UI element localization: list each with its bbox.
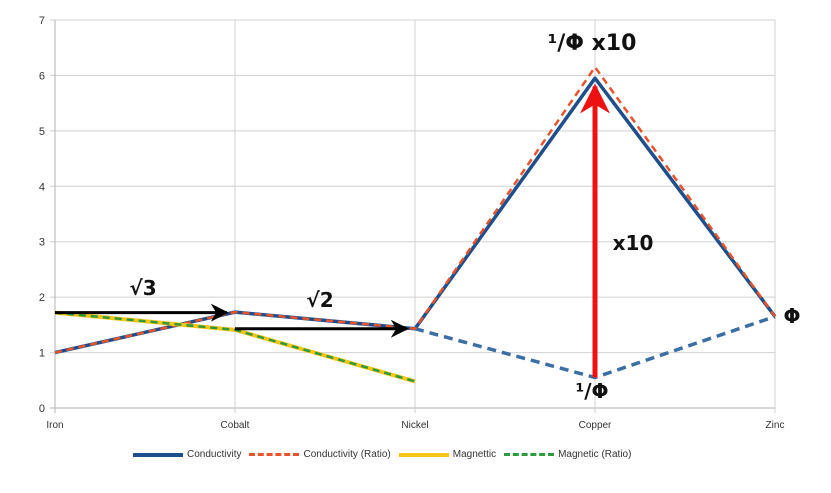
annotation-arrows (55, 83, 610, 378)
legend-swatch-dashed-orange (249, 453, 300, 456)
x-tick-label: Cobalt (221, 420, 250, 431)
y-tick-label: 2 (39, 292, 45, 304)
annotation-label: ¹/Φ x10 (548, 31, 637, 56)
legend-label: Conductivity (Ratio) (303, 449, 391, 460)
x-axis-ticks: Iron Cobalt Nickel Copper Zinc (46, 420, 784, 431)
legend-swatch-solid-yellow (398, 452, 449, 457)
legend-item-conductivity-ratio: Conductivity (Ratio) (249, 449, 391, 460)
chart-legend: Conductivity Conductivity (Ratio) Magnet… (133, 449, 639, 460)
legend-swatch-solid-blue (133, 452, 183, 457)
x-tick-label: Zinc (766, 420, 785, 431)
annotation-labels: √3 √2 ¹/Φ x10 x10 ¹/Φ Φ (129, 31, 800, 403)
y-tick-label: 5 (39, 126, 45, 138)
legend-item-magnetic-ratio: Magnetic (Ratio) (504, 449, 631, 460)
x-tick-label: Copper (579, 420, 612, 431)
legend-item-magnettic: Magnettic (398, 449, 497, 460)
annotation-label: x10 (613, 231, 654, 255)
legend-label: Conductivity (187, 449, 242, 460)
y-tick-label: 6 (39, 70, 45, 82)
legend-label: Magnettic (452, 449, 497, 460)
y-tick-label: 0 (39, 403, 45, 415)
annotation-label: √2 (306, 288, 333, 312)
y-axis-ticks: 0 1 2 3 4 5 6 7 (39, 15, 45, 415)
y-tick-label: 7 (39, 15, 45, 27)
legend-label: Magnetic (Ratio) (558, 449, 632, 460)
y-tick-label: 4 (39, 181, 45, 193)
annotation-label: √3 (129, 276, 156, 300)
legend-item-conductivity: Conductivity (133, 449, 241, 460)
annotation-label: Φ (783, 304, 800, 328)
legend-swatch-dashed-green (504, 453, 555, 456)
y-tick-label: 1 (39, 348, 45, 360)
y-tick-label: 3 (39, 237, 45, 249)
annotation-label: ¹/Φ (575, 379, 608, 403)
x-tick-label: Nickel (401, 420, 428, 431)
x-tick-label: Iron (46, 420, 63, 431)
